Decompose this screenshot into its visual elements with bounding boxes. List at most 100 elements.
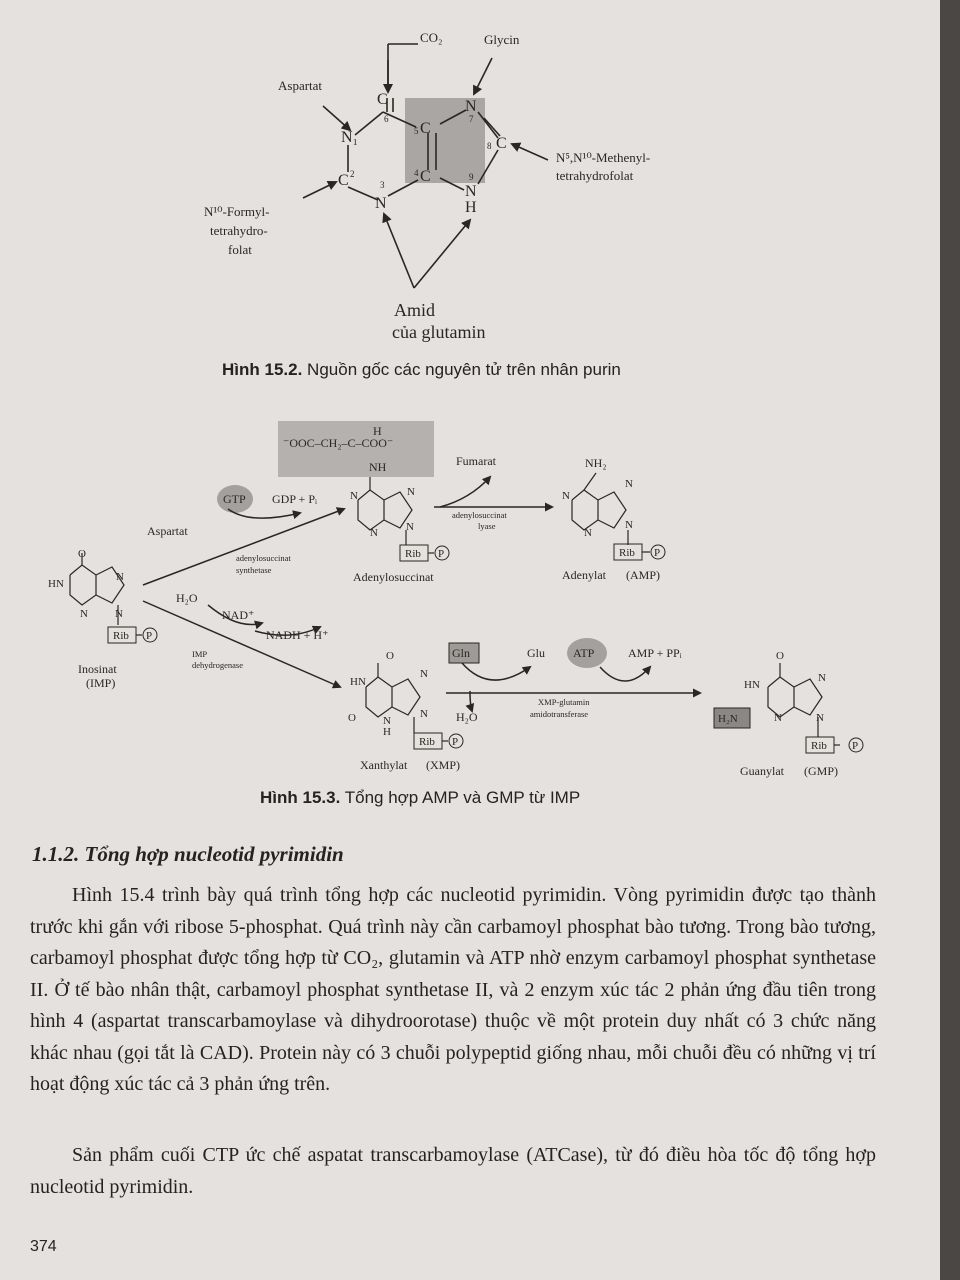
reagent-gtp: GTP	[223, 492, 246, 506]
side-chain-h: H	[373, 424, 382, 438]
imp-atom-o: O	[78, 548, 86, 560]
reagent-gln: Gln	[452, 646, 470, 660]
label-cua-glutamin: của glutamin	[392, 322, 485, 342]
xmp-atom-hn: HN	[350, 676, 366, 688]
side-chain-nh: NH	[369, 460, 387, 474]
atom-n7: N	[465, 98, 477, 115]
adenylosuccinat-atom-n7: N	[407, 486, 415, 498]
atom-h9: H	[465, 199, 477, 216]
xmp-atom-o2: O	[348, 712, 356, 724]
xmp-p: P	[452, 736, 458, 748]
ring-number-3: 3	[380, 180, 385, 190]
adenylosuccinat-rib: Rib	[405, 548, 421, 560]
gmp-phosphate-circle	[848, 737, 864, 753]
atom-c5: C	[420, 120, 431, 137]
reagent-atp: ATP	[573, 646, 595, 660]
imp-abbr: (IMP)	[86, 676, 115, 690]
glycin-shaded-region	[405, 98, 485, 183]
amp-atom-n7: N	[625, 478, 633, 490]
atom-n1: N₁	[341, 129, 358, 146]
page-number: 374	[30, 1238, 57, 1255]
gmp-rib-box	[805, 736, 835, 754]
gmp-p: P	[852, 740, 858, 752]
paragraph-1: Hình 15.4 trình bày quá trình tổng hợp c…	[30, 884, 876, 1095]
ring-number-8: 8	[487, 141, 492, 151]
gmp-atom-hn: HN	[744, 679, 760, 691]
enzyme-lyase-line2: lyase	[478, 521, 496, 531]
amp-atom-n3: N	[584, 527, 592, 539]
imp-atom-hn: HN	[48, 578, 64, 590]
amp-name: Adenylat	[562, 568, 607, 582]
imp-atom-n3: N	[80, 608, 88, 620]
figure-15-3-caption-label: Hình 15.3.	[260, 788, 341, 807]
page-right-edge	[940, 0, 960, 1280]
side-chain-formula: ⁻OOC–CH₂–C–COO⁻	[283, 436, 393, 450]
figure-15-2-purin-origin-diagram: C N₁ C N C C N C N H 2 3 4 5 6 7 8 9 CO₂…	[204, 30, 650, 342]
gln-box	[448, 642, 480, 664]
imp-name: Inosinat	[78, 662, 117, 676]
gmp-atom-n7: N	[818, 672, 826, 684]
source-arrows	[302, 57, 549, 289]
label-aspartat: Aspartat	[278, 78, 322, 93]
reagent-amp-ppi: AMP + PPᵢ	[628, 646, 682, 660]
enzyme-dehydrogenase-line2: dehydrogenase	[192, 660, 243, 670]
amp-p: P	[654, 547, 660, 559]
figure-15-3-caption: Hình 15.3. Tổng hợp AMP và GMP từ IMP	[260, 788, 580, 808]
adenylosuccinat-rib-box	[399, 544, 429, 562]
gmp-rib: Rib	[811, 740, 827, 752]
imp-rib: Rib	[113, 630, 129, 642]
enzyme-amidotransferase-line1: XMP-glutamin	[538, 697, 590, 707]
xmp-rib-box	[413, 732, 443, 750]
amp-ring	[571, 472, 650, 553]
adenylosuccinat-name: Adenylosuccinat	[353, 570, 434, 584]
adenylosuccinat-atom-n9: N	[406, 521, 414, 533]
reagent-nadh: NADH + H⁺	[266, 628, 328, 642]
enzyme-lyase-line1: adenylosuccinat	[452, 510, 507, 520]
amp-rib: Rib	[619, 547, 635, 559]
label-formyl-line3: folat	[228, 242, 252, 257]
enzyme-synthetase-line1: adenylosuccinat	[236, 553, 291, 563]
atp-circle	[567, 638, 607, 668]
xmp-atom-o6: O	[386, 650, 394, 662]
reagent-nad: NAD⁺	[222, 608, 254, 622]
ring-number-4: 4	[414, 168, 419, 178]
xmp-atom-n9: N	[420, 708, 428, 720]
label-formyl-line1: N¹⁰-Formyl-	[204, 204, 269, 219]
imp-rib-box	[107, 626, 137, 644]
xmp-atom-n7: N	[420, 668, 428, 680]
label-formyl-line2: tetrahydro-	[210, 223, 268, 238]
atom-c4: C	[420, 168, 431, 185]
reagent-h2o-a: H₂O	[176, 591, 198, 605]
adenylosuccinat-atom-n3: N	[370, 527, 378, 539]
amp-atom-n1: N	[562, 490, 570, 502]
xmp-abbr: (XMP)	[426, 758, 460, 772]
reagent-gdp-pi: GDP + Pᵢ	[272, 492, 317, 506]
imp-atom-n7: N	[116, 571, 124, 583]
amp-nh2: NH₂	[585, 456, 607, 470]
label-glycin: Glycin	[484, 32, 520, 47]
figure-15-2-caption-label: Hình 15.2.	[222, 360, 303, 379]
adenylosuccinat-p: P	[438, 548, 444, 560]
atom-c6: C	[377, 91, 388, 108]
imp-p: P	[146, 630, 152, 642]
section-title: 1.1.2. Tổng hợp nucleotid pyrimidin	[32, 842, 344, 866]
amp-rib-box	[613, 543, 643, 561]
amp-phosphate-circle	[650, 544, 666, 560]
imp-phosphate-circle	[142, 627, 158, 643]
paragraph-2: Sản phẩm cuối CTP ức chế aspatat transca…	[30, 1144, 876, 1198]
gmp-name: Guanylat	[740, 764, 785, 778]
gmp-abbr: (GMP)	[804, 764, 838, 778]
atom-n9: N	[465, 183, 477, 200]
adenylosuccinat-atom-n1: N	[350, 490, 358, 502]
label-amid: Amid	[394, 300, 435, 320]
label-methenyl-line2: tetrahydrofolat	[556, 168, 634, 183]
gmp-atom-n3: N	[774, 712, 782, 724]
figure-15-3-amp-gmp-synthesis-diagram: ⁻OOC–CH₂–C–COO⁻ H NH NH₂ HN O N N N Rib …	[48, 421, 864, 778]
atom-c8: C	[496, 135, 507, 152]
enzyme-synthetase-line2: synthetase	[236, 565, 272, 575]
xmp-atom-h: H	[383, 726, 391, 738]
ring-number-9: 9	[469, 172, 474, 182]
xmp-ring	[365, 663, 448, 742]
enzyme-dehydrogenase-line1: IMP	[192, 649, 207, 659]
